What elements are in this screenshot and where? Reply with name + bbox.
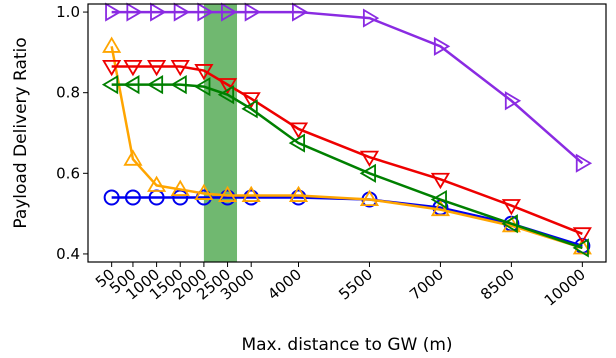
data-point (288, 133, 306, 153)
data-point (359, 163, 376, 183)
data-point (170, 59, 190, 77)
data-point (194, 77, 211, 97)
data-point (501, 199, 521, 216)
data-point (194, 64, 214, 81)
data-point (173, 2, 191, 22)
data-point (217, 78, 238, 95)
data-point (575, 153, 593, 173)
data-point (433, 36, 451, 56)
series-line (111, 10, 584, 165)
data-point (572, 238, 589, 258)
data-point (288, 122, 309, 139)
data-point (572, 227, 592, 244)
series-line (111, 196, 583, 248)
data-point (197, 2, 214, 22)
data-point (288, 185, 309, 202)
highlight-band (203, 4, 238, 262)
data-point (430, 172, 451, 190)
series-layer (101, 2, 593, 258)
y-axis-title: Payload Delivery Ratio (11, 37, 31, 228)
x-axis-title: Max. distance to GW (m) (241, 335, 452, 355)
shaded-band-layer (203, 4, 238, 262)
data-point (244, 2, 261, 22)
x-tick-label: 8500 (477, 265, 518, 303)
plot-frame (87, 3, 607, 263)
data-point (241, 99, 258, 119)
data-point (126, 2, 143, 22)
series-line (111, 65, 583, 235)
data-point (102, 59, 122, 77)
data-point (241, 92, 261, 109)
y-tick-label: 1.0 (56, 3, 80, 21)
data-point (124, 189, 141, 206)
data-point (123, 59, 143, 77)
series-line (110, 46, 583, 250)
data-point (101, 75, 119, 95)
data-point (362, 8, 380, 28)
x-tick-label: 5500 (335, 265, 376, 303)
x-tick-label: 10000 (541, 265, 589, 309)
data-point (102, 36, 122, 53)
y-axis: 0.4 0.6 0.8 1.0 (56, 3, 88, 263)
data-point (292, 2, 309, 22)
data-point (217, 85, 235, 105)
series-triangle-down (102, 59, 592, 244)
data-point (430, 189, 447, 210)
series-triangle-up (102, 36, 592, 255)
series-triangle-right (105, 2, 593, 173)
data-point (504, 91, 522, 111)
data-point (243, 189, 260, 206)
data-point (147, 59, 167, 77)
y-tick-label: 0.6 (56, 164, 80, 182)
y-tick-label: 0.4 (56, 245, 80, 263)
data-point (359, 150, 380, 167)
y-tick-label: 0.8 (56, 84, 80, 102)
data-point (241, 185, 261, 202)
series-triangle-left (101, 75, 589, 258)
data-point (146, 75, 164, 95)
data-point (147, 175, 167, 192)
data-point (105, 2, 122, 22)
data-point (194, 183, 214, 200)
data-point (123, 75, 140, 95)
data-point (150, 2, 167, 22)
data-point (290, 189, 307, 206)
x-tick-label: 4000 (264, 265, 305, 303)
data-point (430, 199, 451, 217)
data-point (359, 189, 380, 207)
data-point (219, 189, 236, 206)
data-point (170, 75, 187, 95)
data-point (123, 149, 143, 166)
data-point (501, 214, 518, 234)
data-point (103, 189, 120, 206)
x-tick-label: 7000 (406, 265, 447, 303)
series-line (111, 83, 583, 250)
data-point (217, 185, 238, 202)
data-point (170, 179, 190, 196)
data-point (221, 2, 238, 22)
